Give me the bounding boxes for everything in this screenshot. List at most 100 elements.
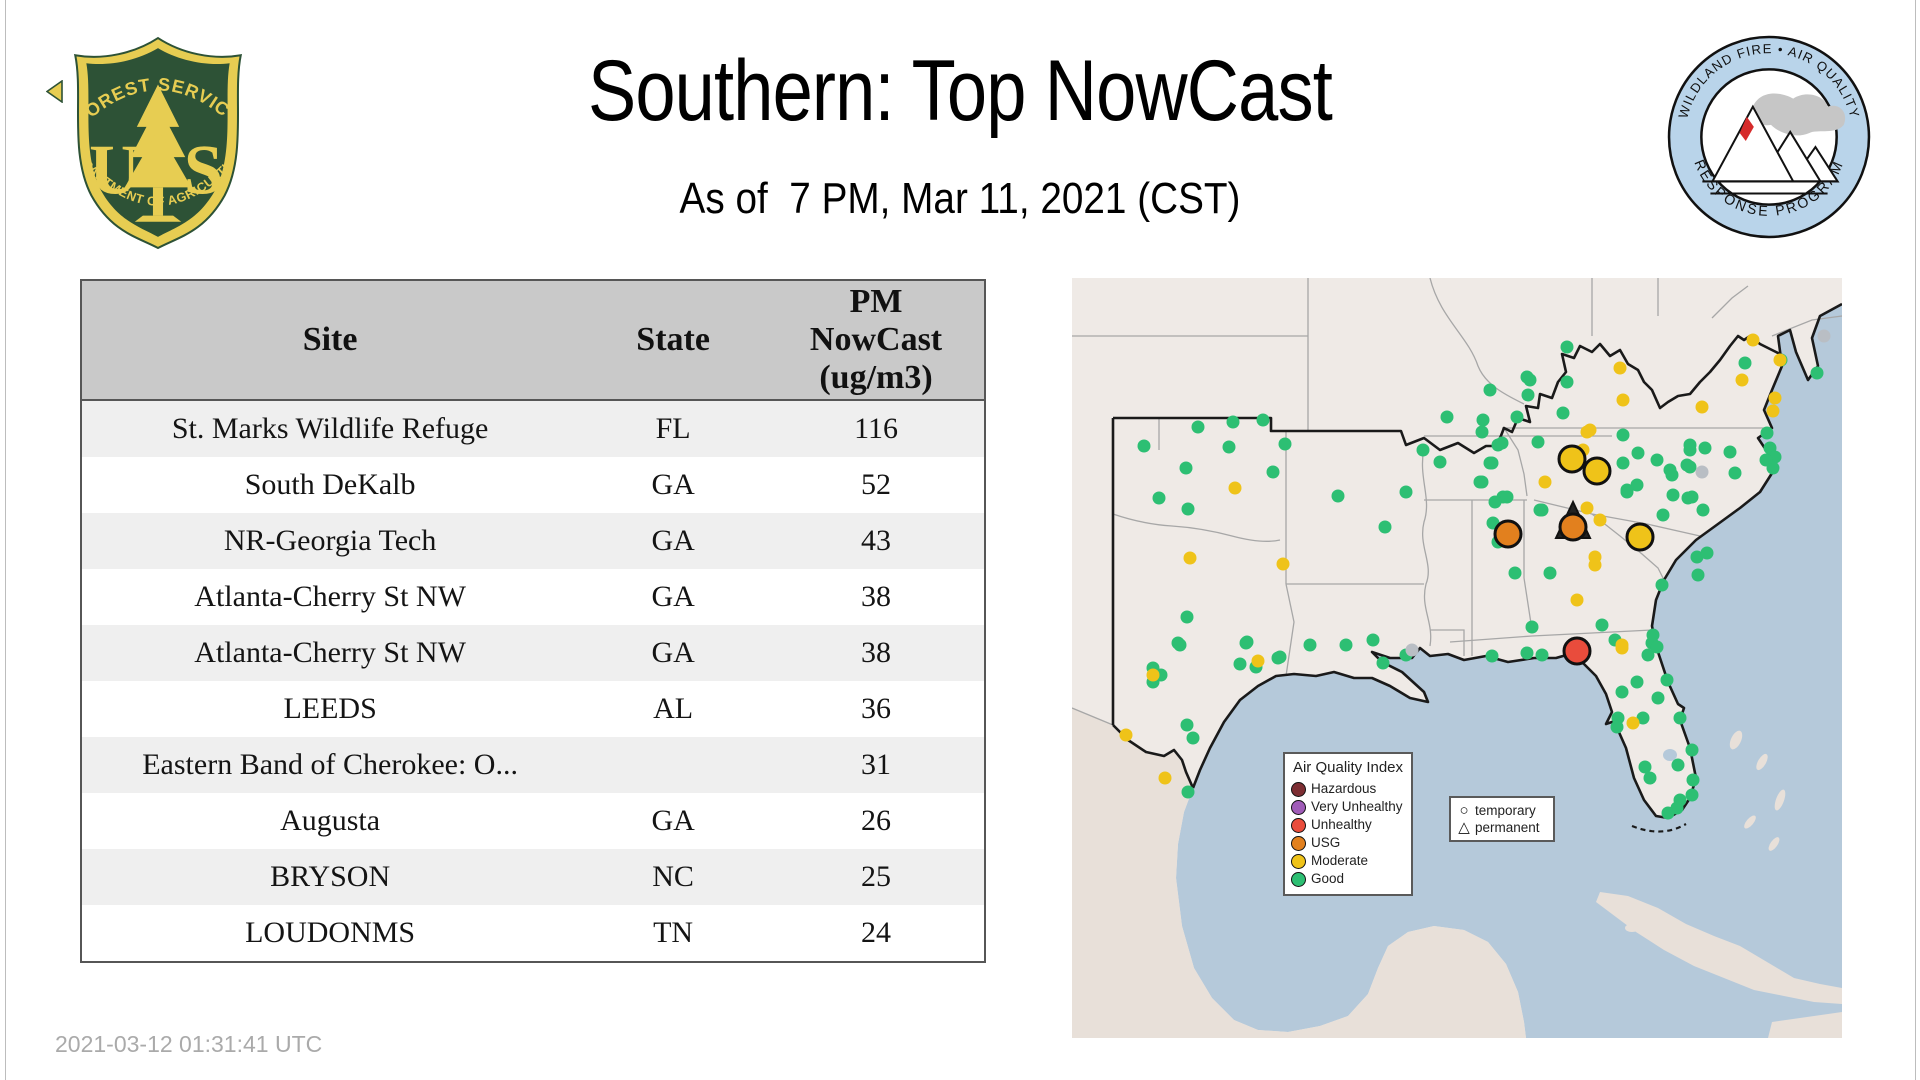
monitor-dot [1768, 391, 1782, 405]
monitor-dot [1643, 771, 1657, 785]
site-cell: LEEDS [283, 692, 377, 725]
monitor-dot [1273, 650, 1287, 664]
monitor-dot [1671, 758, 1685, 772]
monitor-dot [1181, 502, 1195, 516]
monitor-dot [1620, 483, 1634, 497]
monitor-dot [1690, 550, 1704, 564]
monitor-dot [1251, 654, 1265, 668]
monitor-dot [1666, 488, 1680, 502]
monitor-dot [1191, 420, 1205, 434]
site-cell: Augusta [280, 804, 381, 837]
table-row: Atlanta-Cherry St NW GA 38 [81, 569, 985, 625]
monitor-dot [1626, 716, 1640, 730]
monitor-dot [1615, 641, 1629, 655]
caribbean-islands [1596, 730, 1842, 1038]
monitor-dot [1303, 638, 1317, 652]
monitor-dot [1521, 388, 1535, 402]
value-cell: 43 [861, 524, 892, 557]
value-cell: 52 [861, 468, 892, 501]
monitor-dot [1405, 643, 1419, 657]
monitor-dot [1416, 443, 1430, 457]
aqi-category-swatch-icon [1291, 781, 1306, 797]
carousel-prev-arrow[interactable] [46, 80, 63, 103]
monitor-dot [1636, 711, 1650, 725]
monitor-dot [1179, 461, 1193, 475]
site-cell: Atlanta-Cherry St NW [194, 580, 466, 613]
monitor-dot [1616, 428, 1630, 442]
circle-marker-icon: ○ [1459, 802, 1469, 819]
monitor-dot [1152, 491, 1166, 505]
value-cell: 38 [861, 580, 892, 613]
table-row: LOUDONMS TN 24 [81, 905, 985, 962]
table-row: LEEDS AL 36 [81, 681, 985, 737]
monitor-dot [1475, 425, 1489, 439]
monitor-dot [1483, 383, 1497, 397]
monitor-dot [1520, 646, 1534, 660]
monitor-dot [1638, 760, 1652, 774]
aqi-category-swatch-icon [1291, 871, 1306, 887]
aqi-legend-item: Moderate [1291, 852, 1405, 870]
aqi-legend-item: Hazardous [1291, 780, 1405, 798]
monitor-dot [1663, 463, 1677, 477]
monitor-dot [1485, 456, 1499, 470]
value-cell: 116 [854, 412, 898, 445]
monitor-dot [1488, 495, 1502, 509]
monitor-dot [1695, 465, 1709, 479]
aqi-legend-item: Unhealthy [1291, 816, 1405, 834]
top-site-marker [1562, 636, 1592, 666]
monitor-dot [1588, 558, 1602, 572]
monitor-dot [1531, 435, 1545, 449]
monitor-dot [1686, 773, 1700, 787]
site-cell: St. Marks Wildlife Refuge [171, 412, 489, 445]
marker-type-label: temporary [1475, 803, 1536, 818]
table-row: St. Marks Wildlife Refuge FL 116 [81, 400, 985, 457]
marker-legend-items: ○ temporary △ permanent [1457, 802, 1547, 836]
region-border [1111, 302, 1842, 833]
monitor-dot [1180, 610, 1194, 624]
col-header-pm-nowcast: PM NowCast (ug/m3) [768, 280, 985, 401]
land-mass [1072, 278, 1842, 1038]
monitor-dot [1378, 520, 1392, 534]
state-cell: AL [653, 692, 694, 725]
monitor-dot [1256, 413, 1270, 427]
table-row: Atlanta-Cherry St NW GA 38 [81, 625, 985, 681]
monitor-dot [1593, 513, 1607, 527]
monitor-dots-layer [1119, 329, 1831, 820]
monitor-dot [1615, 685, 1629, 699]
table-row: Eastern Band of Cherokee: O... 31 [81, 737, 985, 793]
top-site-marker [1582, 456, 1612, 486]
monitor-dot [1339, 638, 1353, 652]
smoke-plume [1752, 93, 1846, 136]
site-cell: Atlanta-Cherry St NW [194, 636, 466, 669]
monitor-dot [1500, 490, 1514, 504]
mountains-icon [1702, 104, 1840, 195]
monitor-dot [1773, 353, 1787, 367]
value-cell: 38 [861, 636, 892, 669]
site-cell: Eastern Band of Cherokee: O... [142, 748, 518, 781]
table-row: South DeKalb GA 52 [81, 457, 985, 513]
state-borders [1072, 278, 1842, 726]
monitor-dot [1630, 478, 1644, 492]
monitor-dot [1222, 440, 1236, 454]
page-left-border [5, 0, 6, 1080]
aqi-category-swatch-icon [1291, 835, 1306, 851]
monitor-dot [1646, 628, 1660, 642]
top-site-markers-layer [1493, 444, 1655, 666]
state-cell: TN [653, 916, 694, 949]
monitor-dot [1538, 475, 1552, 489]
site-cell: LOUDONMS [245, 916, 416, 949]
state-cell: GA [651, 524, 695, 557]
value-cell: 25 [861, 860, 892, 893]
monitor-dot [1691, 568, 1705, 582]
state-cell: GA [651, 636, 695, 669]
monitor-dot [1660, 673, 1674, 687]
col-header-site: Site [81, 280, 579, 401]
monitor-dot [1181, 785, 1195, 799]
monitor-dot [1735, 373, 1749, 387]
monitor-dot [1476, 413, 1490, 427]
marker-type-legend: ○ temporary △ permanent [1449, 796, 1555, 842]
monitor-dot [1695, 400, 1709, 414]
monitor-dot [1543, 566, 1557, 580]
state-cell: GA [651, 580, 695, 613]
monitor-dot [1146, 668, 1160, 682]
